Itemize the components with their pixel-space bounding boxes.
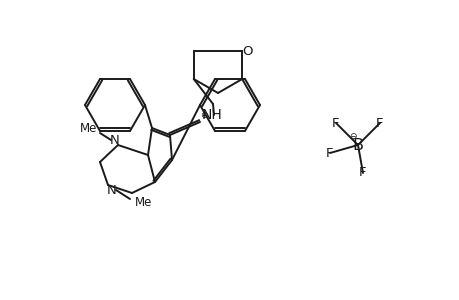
Text: B: B (352, 137, 363, 152)
Text: $\ominus$: $\ominus$ (348, 131, 357, 141)
Text: F: F (331, 116, 339, 130)
Text: F: F (358, 167, 366, 179)
Text: NH: NH (201, 108, 222, 122)
Text: $\oplus$: $\oplus$ (199, 110, 208, 120)
Text: O: O (241, 44, 252, 58)
Text: Me: Me (79, 122, 97, 134)
Text: Me: Me (134, 196, 152, 208)
Text: F: F (375, 116, 383, 130)
Text: N: N (110, 134, 120, 146)
Text: F: F (325, 146, 333, 160)
Text: N: N (107, 184, 117, 196)
